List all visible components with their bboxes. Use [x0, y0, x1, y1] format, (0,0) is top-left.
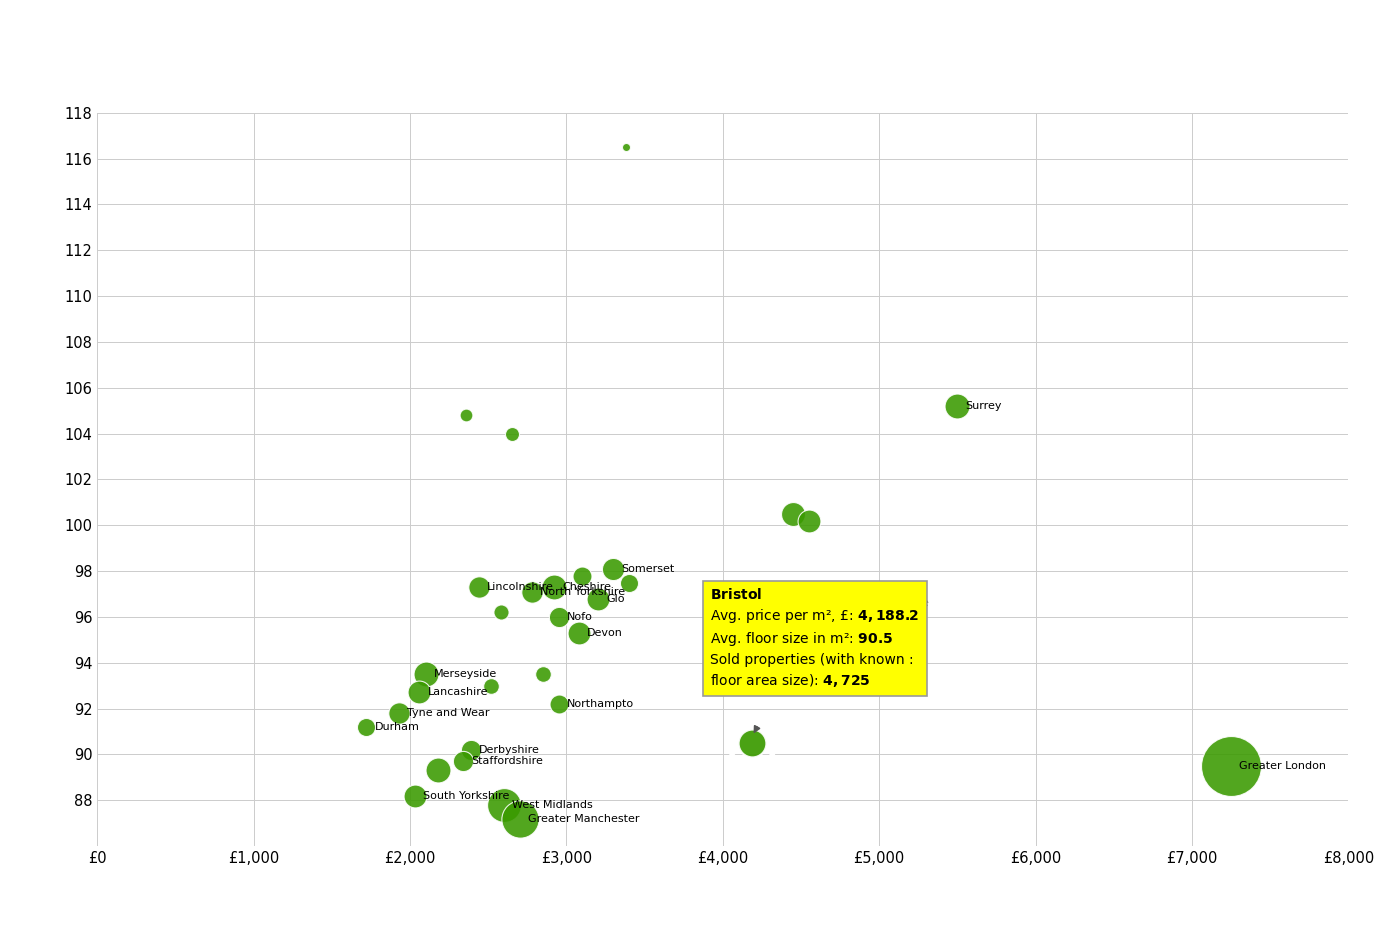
Text: Greater Manchester: Greater Manchester — [528, 813, 639, 823]
Point — [356, 719, 378, 734]
Text: Derbyshire: Derbyshire — [480, 744, 541, 755]
Text: Lancashire: Lancashire — [428, 687, 488, 697]
Text: Hertfordshire: Hertfordshire — [856, 598, 930, 608]
Text: Cheshire: Cheshire — [562, 582, 612, 592]
Point — [614, 140, 637, 155]
Text: Northampto: Northampto — [567, 699, 634, 709]
Text: Tyne and Wear: Tyne and Wear — [407, 708, 489, 718]
Text: North Yorkshire: North Yorkshire — [541, 587, 626, 597]
Point — [1220, 759, 1243, 774]
Point — [619, 575, 641, 590]
Text: Merseyside: Merseyside — [434, 669, 498, 680]
Point — [741, 735, 763, 750]
Text: Durham: Durham — [374, 722, 420, 732]
Point — [452, 754, 474, 769]
Point — [388, 706, 410, 721]
Text: Greater London: Greater London — [1240, 760, 1326, 771]
Text: Nofo: Nofo — [567, 612, 592, 622]
Point — [460, 743, 482, 758]
Point — [500, 426, 523, 441]
Text: Somerset: Somerset — [621, 564, 676, 573]
Point — [532, 666, 555, 681]
Point — [467, 580, 491, 595]
Point — [427, 763, 449, 778]
Point — [456, 408, 478, 423]
Point — [548, 609, 570, 624]
Point — [509, 811, 531, 826]
Point — [587, 591, 609, 606]
Point — [569, 625, 591, 640]
Point — [837, 596, 859, 611]
Text: West Midlands: West Midlands — [512, 800, 594, 809]
Point — [571, 568, 594, 583]
Text: $\bf{Bristol}$
Avg. price per m², £: $\bf{4,188.2}$
Avg. floor size in m²: $\bf{: $\bf{Bristol}$ Avg. price per m², £: $\b… — [710, 588, 920, 689]
Text: South Yorkshire: South Yorkshire — [423, 791, 510, 801]
Point — [798, 513, 820, 528]
Text: Glo: Glo — [606, 593, 624, 603]
Point — [493, 797, 516, 812]
Text: Devon: Devon — [587, 628, 623, 638]
Point — [521, 584, 543, 599]
Point — [602, 561, 624, 576]
Point — [481, 678, 503, 693]
Text: Lincolnshire: Lincolnshire — [486, 582, 555, 592]
Point — [409, 685, 431, 700]
Text: Surrey: Surrey — [966, 401, 1002, 411]
Point — [947, 399, 969, 414]
Point — [741, 735, 763, 750]
Point — [543, 580, 566, 595]
Point — [548, 697, 570, 712]
Point — [414, 666, 436, 681]
Text: Staffordshire: Staffordshire — [471, 756, 543, 766]
Point — [489, 604, 512, 619]
Point — [403, 788, 425, 803]
Point — [783, 507, 805, 522]
